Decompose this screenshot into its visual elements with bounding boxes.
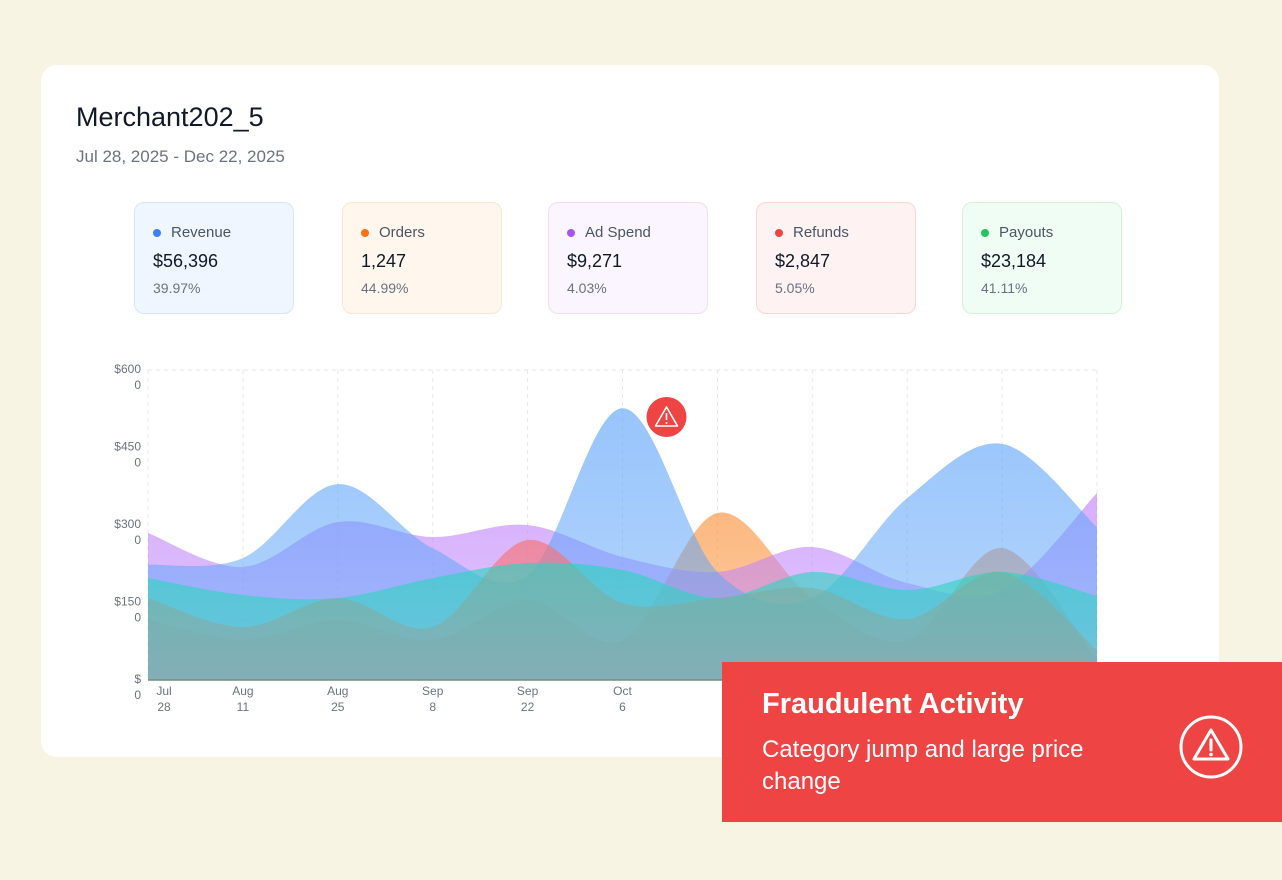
y-tick-label: $150 0 [114,595,141,625]
stat-value: $56,396 [153,251,219,271]
stat-card-ad-spend[interactable]: Ad Spend $9,271 4.03% [548,202,708,314]
stat-value: 1,247 [361,251,407,271]
stat-label: Ad Spend [567,224,651,241]
alert-message: Category jump and large price change [762,736,1084,795]
y-tick-label: $0 [134,672,141,702]
alert-title: Fraudulent Activity [762,688,1024,720]
y-tick-label: $600 0 [114,362,141,392]
stat-label: Orders [361,224,425,241]
stat-card-payouts[interactable]: Payouts $23,184 41.11% [962,202,1122,314]
stat-label-text: Ad Spend [585,224,651,241]
x-tick-label: Jul 28 [156,684,171,714]
x-tick-label: Aug 11 [232,684,253,714]
stat-label: Payouts [981,224,1053,241]
date-range: Jul 28, 2025 - Dec 22, 2025 [76,147,285,166]
stat-percent: 4.03% [567,280,607,296]
stat-card-revenue[interactable]: Revenue $56,396 39.97% [134,202,294,314]
stat-card-refunds[interactable]: Refunds $2,847 5.05% [756,202,916,314]
stat-percent: 5.05% [775,280,815,296]
stat-percent: 39.97% [153,280,201,296]
x-tick-label: Sep 22 [517,684,539,714]
fraud-alert-banner[interactable]: Fraudulent Activity Category jump and la… [722,662,1282,822]
legend-dot-icon [361,228,369,237]
x-tick-label: Sep 8 [422,684,444,714]
legend-dot-icon [567,228,575,237]
stat-value: $9,271 [567,251,623,271]
legend-dot-icon [153,228,161,237]
stat-percent: 44.99% [361,280,409,296]
warning-icon [1179,715,1243,779]
stat-label-text: Revenue [171,224,232,241]
stat-value: $23,184 [981,251,1047,271]
page-title: Merchant202_5 [76,102,264,132]
stat-label-text: Refunds [793,224,849,241]
x-tick-label: Oct 6 [613,684,632,714]
legend-dot-icon [981,228,989,237]
stat-label: Refunds [775,224,849,241]
stat-card-orders[interactable]: Orders 1,247 44.99% [342,202,502,314]
stat-value: $2,847 [775,251,831,271]
warning-icon[interactable] [646,397,687,437]
y-tick-label: $450 0 [114,440,141,470]
y-tick-label: $300 0 [114,517,141,547]
area-payouts [148,562,1097,680]
stat-label-text: Orders [379,224,425,241]
legend-dot-icon [775,228,783,237]
stat-label-text: Payouts [999,224,1054,241]
stat-label: Revenue [153,224,231,241]
x-tick-label: Aug 25 [327,684,348,714]
stat-percent: 41.11% [981,280,1028,296]
